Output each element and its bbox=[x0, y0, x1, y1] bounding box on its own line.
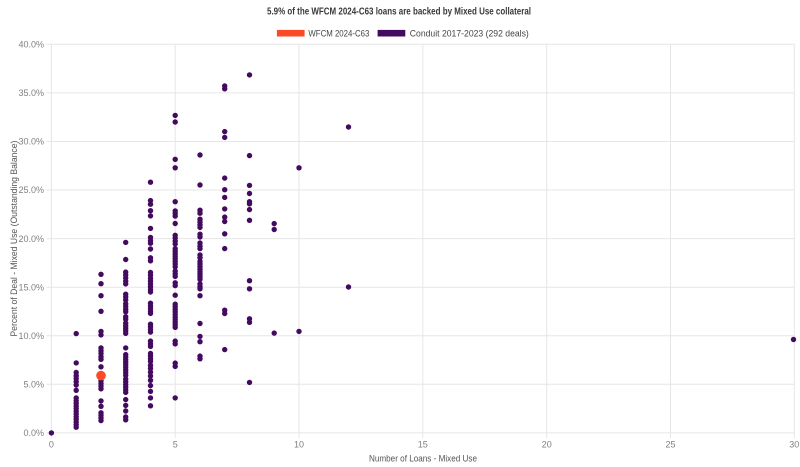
svg-text:10: 10 bbox=[294, 440, 304, 450]
svg-text:30: 30 bbox=[789, 440, 799, 450]
svg-text:40.0%: 40.0% bbox=[18, 40, 44, 50]
svg-text:WFCM 2024-C63: WFCM 2024-C63 bbox=[308, 29, 369, 39]
svg-text:5: 5 bbox=[173, 440, 178, 450]
svg-text:Number of Loans - Mixed Use: Number of Loans - Mixed Use bbox=[369, 454, 477, 465]
svg-text:5.0%: 5.0% bbox=[23, 380, 44, 390]
svg-text:0.0%: 0.0% bbox=[23, 428, 44, 438]
svg-text:15: 15 bbox=[418, 440, 428, 450]
svg-text:Percent of Deal - Mixed Use (O: Percent of Deal - Mixed Use (Outstanding… bbox=[9, 141, 19, 337]
svg-text:25: 25 bbox=[665, 440, 675, 450]
svg-text:20.0%: 20.0% bbox=[18, 234, 44, 244]
svg-text:20: 20 bbox=[542, 440, 552, 450]
svg-text:Conduit 2017-2023 (292 deals): Conduit 2017-2023 (292 deals) bbox=[410, 29, 529, 39]
svg-text:10.0%: 10.0% bbox=[18, 331, 44, 341]
svg-text:25.0%: 25.0% bbox=[18, 185, 44, 195]
svg-text:15.0%: 15.0% bbox=[18, 282, 44, 292]
svg-text:30.0%: 30.0% bbox=[18, 137, 44, 147]
svg-text:5.9% of the WFCM 2024-C63 loan: 5.9% of the WFCM 2024-C63 loans are back… bbox=[267, 7, 531, 18]
svg-text:0: 0 bbox=[49, 440, 54, 450]
svg-text:35.0%: 35.0% bbox=[18, 88, 44, 98]
